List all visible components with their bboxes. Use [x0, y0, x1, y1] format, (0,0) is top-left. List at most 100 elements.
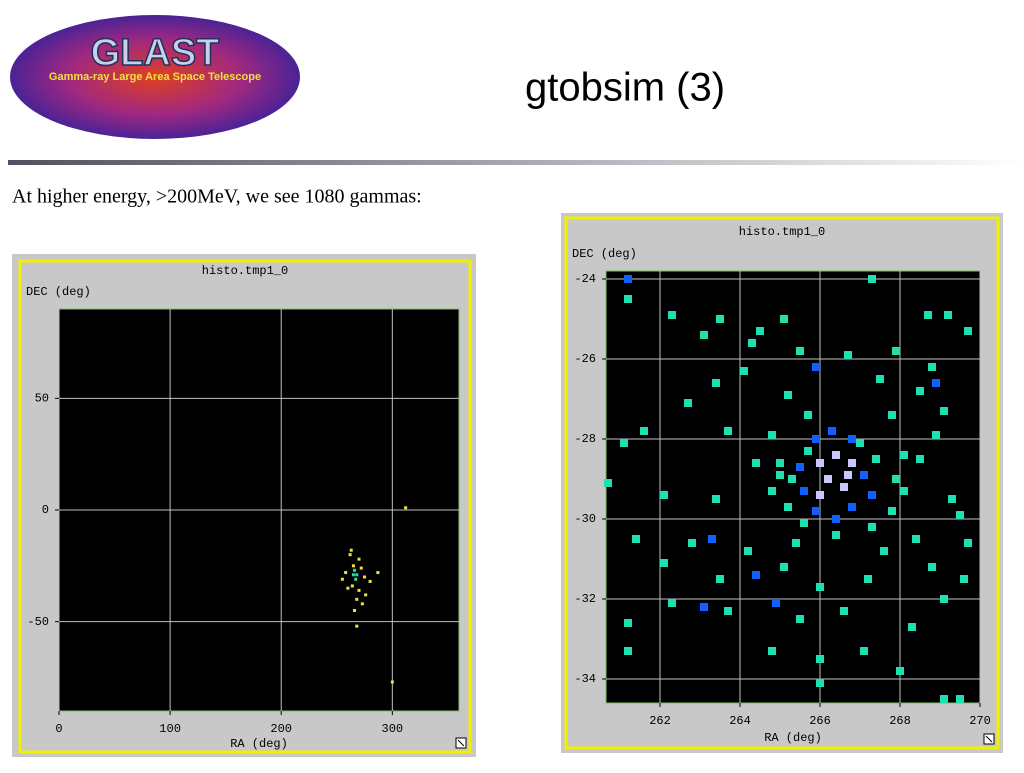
histogram-cell: [944, 311, 952, 319]
y-tick-label: 50: [35, 392, 49, 406]
x-axis-label: RA (deg): [230, 737, 288, 751]
title-rule: [8, 160, 1024, 165]
y-tick-label: -28: [574, 432, 596, 446]
histogram-cell: [712, 495, 720, 503]
histogram-cell: [932, 379, 940, 387]
histogram-cell: [684, 399, 692, 407]
histogram-cell: [784, 503, 792, 511]
logo-ellipse: [10, 15, 300, 139]
histogram-cell: [796, 347, 804, 355]
histogram-cell: [832, 451, 840, 459]
histogram-cell: [848, 435, 856, 443]
histogram-cell: [376, 571, 380, 575]
x-tick-label: 268: [889, 714, 911, 728]
y-tick-label: -34: [574, 672, 596, 686]
histogram-cell: [848, 503, 856, 511]
histogram-cell: [816, 583, 824, 591]
histogram-cell: [716, 315, 724, 323]
histogram-cell: [340, 577, 344, 581]
slide-title: gtobsim (3): [525, 66, 725, 110]
x-tick-label: 270: [969, 714, 991, 728]
panel-border: [564, 216, 1000, 750]
histogram-cell: [748, 339, 756, 347]
histogram-cell: [624, 647, 632, 655]
histogram-cell: [784, 391, 792, 399]
histogram-cell: [660, 559, 668, 567]
histogram-cell: [364, 593, 368, 597]
histogram-cell: [948, 495, 956, 503]
histogram-cell: [660, 491, 668, 499]
x-tick-label: 300: [382, 722, 404, 736]
resize-icon-arrow: [985, 735, 993, 743]
histogram-cell: [768, 487, 776, 495]
histogram-cell: [780, 563, 788, 571]
y-tick-label: -50: [27, 615, 49, 629]
y-tick-label: -32: [574, 592, 596, 606]
histogram-cell: [900, 451, 908, 459]
chart-title: histo.tmp1_0: [202, 264, 288, 278]
histogram-cell: [624, 295, 632, 303]
histogram-cell: [832, 531, 840, 539]
histogram-cell: [792, 539, 800, 547]
histogram-cell: [960, 575, 968, 583]
x-tick-label: 0: [55, 722, 62, 736]
histogram-cell: [888, 507, 896, 515]
histogram-cell: [740, 367, 748, 375]
histogram-cell: [916, 387, 924, 395]
histogram-cell: [353, 568, 357, 572]
histogram-cell: [848, 459, 856, 467]
histogram-cell: [964, 539, 972, 547]
histogram-cell: [351, 573, 355, 577]
histogram-cell: [404, 506, 408, 510]
histogram-cell: [816, 491, 824, 499]
y-tick-label: -30: [574, 512, 596, 526]
histogram-cell: [840, 607, 848, 615]
histogram-cell: [800, 519, 808, 527]
histogram-cell: [360, 602, 364, 606]
histogram-cell: [856, 439, 864, 447]
histogram-cell: [932, 431, 940, 439]
histogram-cell: [796, 615, 804, 623]
logo-subtitle: Gamma-ray Large Area Space Telescope: [49, 71, 261, 83]
y-tick-label: -24: [574, 272, 596, 286]
histogram-cell: [940, 595, 948, 603]
histogram-cell: [964, 327, 972, 335]
histogram-cell: [788, 475, 796, 483]
histogram-cell: [864, 575, 872, 583]
histogram-cell: [351, 564, 355, 568]
logo-name: GLAST: [91, 32, 220, 74]
histogram-cell: [872, 455, 880, 463]
histogram-panel: 262 264 266 268 270 -34 -32 -30 -28 -26 -24 histo.t…: [561, 213, 1003, 753]
histogram-cell: [776, 459, 784, 467]
histogram-cell: [344, 571, 348, 575]
histogram-cell: [744, 547, 752, 555]
histogram-cell: [780, 315, 788, 323]
x-tick-label: 264: [729, 714, 751, 728]
histogram-cell: [756, 327, 764, 335]
histogram-cell: [624, 275, 632, 283]
histogram-cell: [668, 311, 676, 319]
histogram-cell: [868, 275, 876, 283]
histogram-cell: [668, 599, 676, 607]
histogram-cell: [812, 435, 820, 443]
x-tick-label: 262: [649, 714, 671, 728]
histogram-cell: [776, 471, 784, 479]
histogram-cell: [844, 351, 852, 359]
histogram-cell: [624, 619, 632, 627]
histogram-cell: [724, 607, 732, 615]
histogram-cell: [620, 439, 628, 447]
histogram-cell: [896, 667, 904, 675]
histogram-cell: [354, 577, 358, 581]
histogram-cell: [355, 624, 359, 628]
panel-border: [18, 259, 472, 754]
histogram-cell: [796, 463, 804, 471]
histogram-cell: [708, 535, 716, 543]
logo: GLAST Gamma-ray Large Area Space Telesco…: [10, 15, 300, 139]
histogram-cell: [349, 548, 353, 552]
histogram-cell: [880, 547, 888, 555]
histogram-cell: [700, 603, 708, 611]
histogram-cell: [868, 523, 876, 531]
resize-icon-arrow: [457, 739, 465, 747]
histogram-cell: [812, 363, 820, 371]
